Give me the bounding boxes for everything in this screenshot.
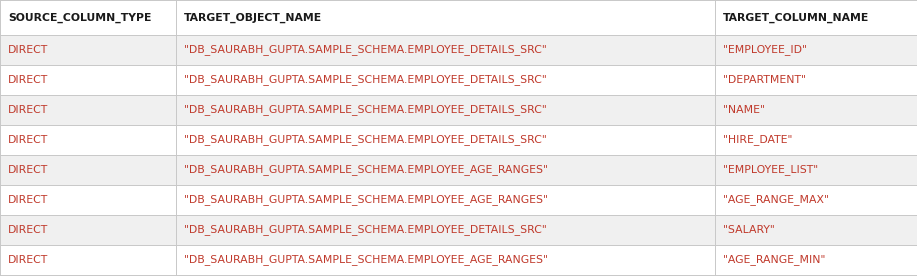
Text: "DB_SAURABH_GUPTA.SAMPLE_SCHEMA.EMPLOYEE_AGE_RANGES": "DB_SAURABH_GUPTA.SAMPLE_SCHEMA.EMPLOYEE… <box>184 255 548 265</box>
Text: "EMPLOYEE_LIST": "EMPLOYEE_LIST" <box>724 165 818 175</box>
Bar <box>0 0 917 35</box>
Bar <box>0 185 917 215</box>
Text: DIRECT: DIRECT <box>8 225 49 235</box>
Bar <box>0 125 917 155</box>
Text: DIRECT: DIRECT <box>8 135 49 145</box>
Text: "DB_SAURABH_GUPTA.SAMPLE_SCHEMA.EMPLOYEE_DETAILS_SRC": "DB_SAURABH_GUPTA.SAMPLE_SCHEMA.EMPLOYEE… <box>184 104 547 116</box>
Text: SOURCE_COLUMN_TYPE: SOURCE_COLUMN_TYPE <box>8 12 151 23</box>
Text: "DB_SAURABH_GUPTA.SAMPLE_SCHEMA.EMPLOYEE_DETAILS_SRC": "DB_SAURABH_GUPTA.SAMPLE_SCHEMA.EMPLOYEE… <box>184 225 547 235</box>
Text: TARGET_OBJECT_NAME: TARGET_OBJECT_NAME <box>184 12 322 23</box>
Text: DIRECT: DIRECT <box>8 255 49 265</box>
Text: "HIRE_DATE": "HIRE_DATE" <box>724 135 792 145</box>
Text: DIRECT: DIRECT <box>8 105 49 115</box>
Text: "EMPLOYEE_ID": "EMPLOYEE_ID" <box>724 45 807 55</box>
Text: "DB_SAURABH_GUPTA.SAMPLE_SCHEMA.EMPLOYEE_DETAILS_SRC": "DB_SAURABH_GUPTA.SAMPLE_SCHEMA.EMPLOYEE… <box>184 135 547 145</box>
Text: "DEPARTMENT": "DEPARTMENT" <box>724 75 806 85</box>
Bar <box>0 155 917 185</box>
Bar <box>0 95 917 125</box>
Text: "DB_SAURABH_GUPTA.SAMPLE_SCHEMA.EMPLOYEE_AGE_RANGES": "DB_SAURABH_GUPTA.SAMPLE_SCHEMA.EMPLOYEE… <box>184 194 548 206</box>
Text: "DB_SAURABH_GUPTA.SAMPLE_SCHEMA.EMPLOYEE_AGE_RANGES": "DB_SAURABH_GUPTA.SAMPLE_SCHEMA.EMPLOYEE… <box>184 165 548 175</box>
Bar <box>0 215 917 245</box>
Text: "DB_SAURABH_GUPTA.SAMPLE_SCHEMA.EMPLOYEE_DETAILS_SRC": "DB_SAURABH_GUPTA.SAMPLE_SCHEMA.EMPLOYEE… <box>184 75 547 85</box>
Text: TARGET_COLUMN_NAME: TARGET_COLUMN_NAME <box>724 12 869 23</box>
Text: "AGE_RANGE_MIN": "AGE_RANGE_MIN" <box>724 255 825 265</box>
Text: "AGE_RANGE_MAX": "AGE_RANGE_MAX" <box>724 194 829 206</box>
Text: DIRECT: DIRECT <box>8 75 49 85</box>
Bar <box>0 35 917 65</box>
Text: DIRECT: DIRECT <box>8 165 49 175</box>
Text: "DB_SAURABH_GUPTA.SAMPLE_SCHEMA.EMPLOYEE_DETAILS_SRC": "DB_SAURABH_GUPTA.SAMPLE_SCHEMA.EMPLOYEE… <box>184 45 547 55</box>
Text: "SALARY": "SALARY" <box>724 225 775 235</box>
Text: "NAME": "NAME" <box>724 105 765 115</box>
Text: DIRECT: DIRECT <box>8 195 49 205</box>
Bar <box>0 245 917 275</box>
Bar <box>0 65 917 95</box>
Text: DIRECT: DIRECT <box>8 45 49 55</box>
